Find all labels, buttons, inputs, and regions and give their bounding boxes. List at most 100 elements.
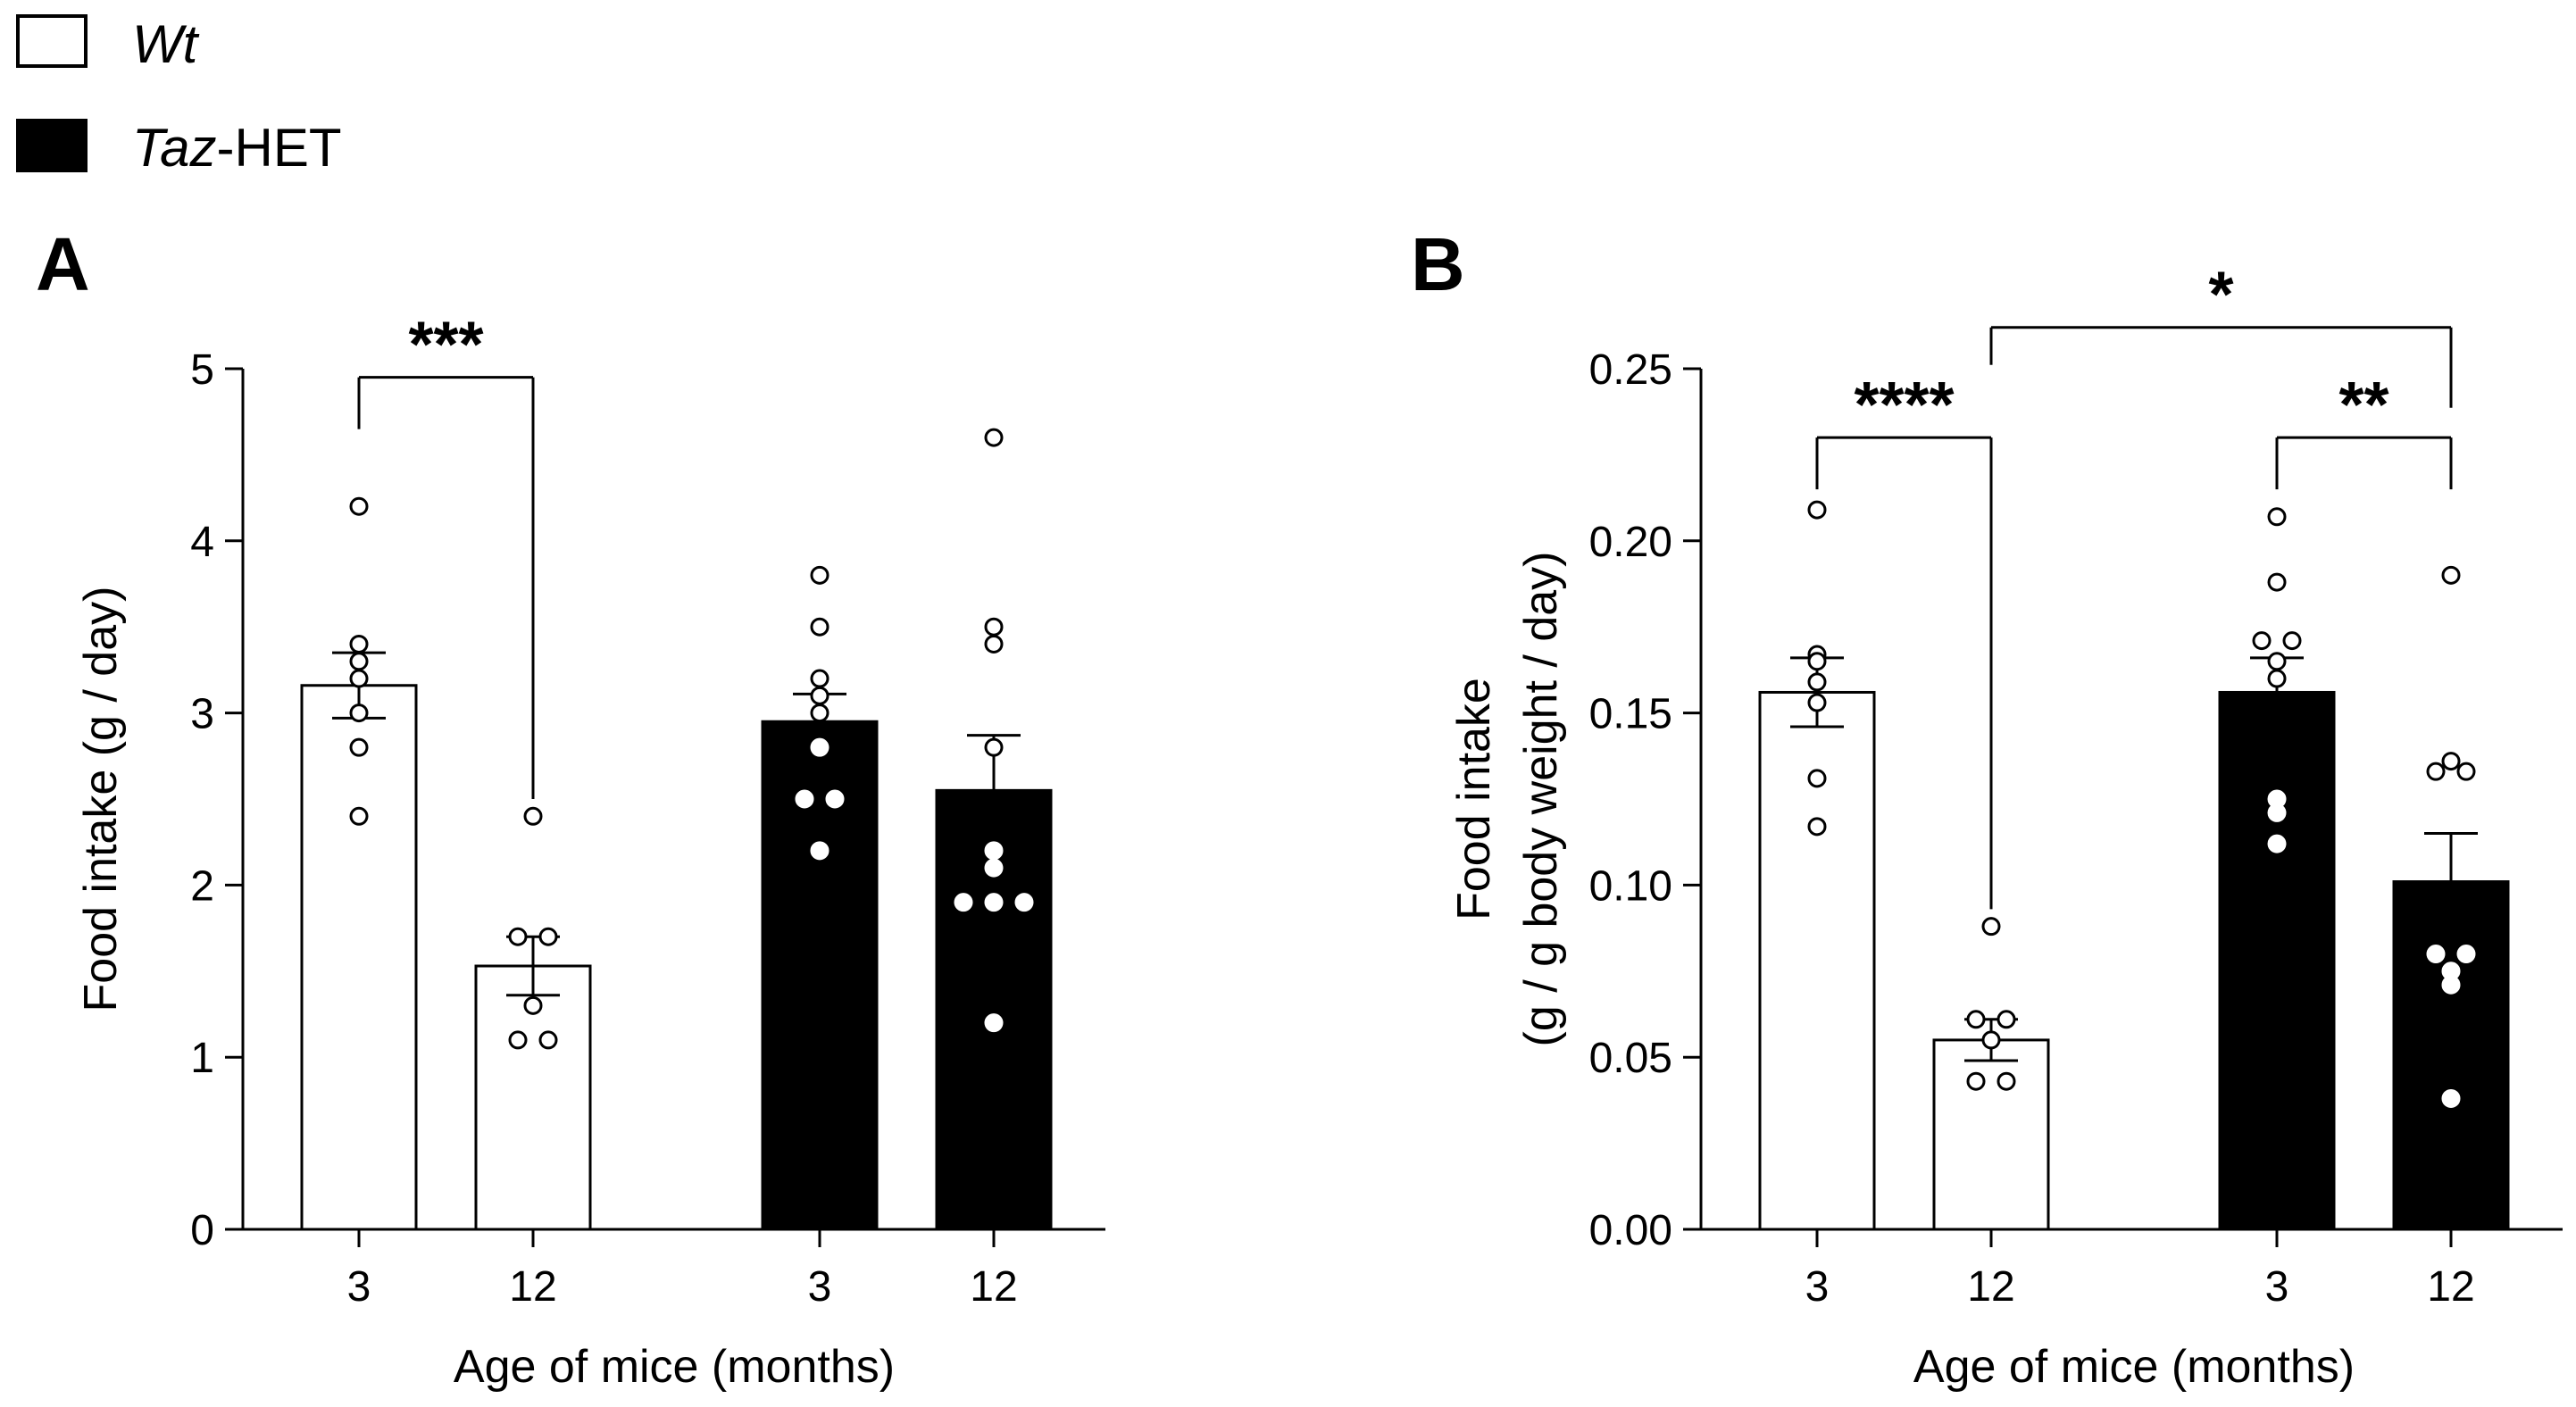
data-point — [349, 806, 369, 826]
data-point — [795, 789, 814, 809]
data-point — [1807, 817, 1827, 837]
legend-label-het-rest: -HET — [217, 118, 342, 178]
significance-label: *** — [408, 310, 483, 381]
y-tick-label: 0.00 — [1589, 1207, 1672, 1254]
data-point — [810, 669, 829, 688]
panel-letter-b: B — [1411, 222, 1465, 306]
panel-a-ylabel: Food intake (g / day) — [75, 587, 127, 1012]
x-tick-label: 12 — [509, 1263, 556, 1311]
y-tick-label: 5 — [190, 346, 214, 394]
data-point — [984, 617, 1004, 637]
data-point — [1981, 917, 2001, 937]
data-point — [2441, 565, 2461, 585]
data-point — [1807, 652, 1827, 671]
y-tick-label: 4 — [190, 519, 214, 566]
data-point — [2441, 1088, 2461, 1108]
legend-label-het: Taz-HET — [132, 118, 342, 178]
data-point — [2426, 945, 2446, 964]
y-tick-label: 0.05 — [1589, 1035, 1672, 1082]
y-tick-label: 3 — [190, 691, 214, 738]
data-point — [2267, 834, 2287, 853]
data-point — [349, 652, 369, 671]
y-tick-label: 2 — [190, 862, 214, 910]
data-point — [810, 737, 829, 757]
data-point — [810, 841, 829, 861]
bar — [2392, 880, 2510, 1231]
data-point — [2441, 752, 2461, 771]
data-point — [1966, 1010, 1986, 1029]
data-point — [2441, 975, 2461, 995]
data-point — [2282, 631, 2302, 651]
y-tick-label: 0.10 — [1589, 862, 1672, 910]
data-point — [1997, 1010, 2016, 1029]
data-point — [810, 686, 829, 705]
data-point — [508, 927, 528, 946]
data-point — [984, 858, 1004, 878]
legend-label-het-italic: Taz — [132, 118, 217, 178]
data-point — [2456, 945, 2476, 964]
x-tick-label: 3 — [2265, 1263, 2289, 1311]
y-axis-title: Food intake (g / day) — [75, 587, 127, 1012]
panel-b-xlabel: Age of mice (months) — [1913, 1341, 2355, 1393]
x-tick-label: 3 — [347, 1263, 371, 1311]
panel-b: B Food intake (g / g body weight / day) A… — [1411, 222, 2563, 1393]
data-point — [2267, 669, 2287, 688]
panel-b-ylabel: Food intake (g / g body weight / day) — [1448, 552, 1567, 1047]
data-point — [523, 806, 543, 826]
legend-label-wt: Wt — [132, 14, 200, 74]
data-point — [2252, 631, 2272, 651]
y-tick-label: 0.20 — [1589, 519, 1672, 566]
data-point — [349, 704, 369, 723]
data-point — [984, 634, 1004, 654]
panel-letter-a: A — [36, 222, 90, 306]
y-tick-label: 0.25 — [1589, 346, 1672, 394]
data-point — [2426, 762, 2446, 781]
data-point — [2267, 803, 2287, 822]
bar — [2218, 690, 2336, 1231]
data-point — [1807, 672, 1827, 692]
bar — [1932, 1038, 2050, 1231]
data-point — [1014, 893, 1034, 912]
data-point — [349, 634, 369, 654]
data-point — [1966, 1071, 1986, 1091]
x-tick-label: 3 — [808, 1263, 832, 1311]
significance-label: **** — [1854, 370, 1954, 441]
panel-a: A Food intake (g / day) Age of mice (mon… — [36, 222, 1105, 1393]
data-point — [538, 927, 558, 946]
data-point — [2456, 762, 2476, 781]
x-tick-label: 3 — [1805, 1263, 1830, 1311]
significance-label: * — [2208, 260, 2233, 331]
data-point — [1807, 500, 1827, 520]
data-point — [2267, 572, 2287, 592]
data-point — [984, 737, 1004, 757]
data-point — [810, 565, 829, 585]
data-point — [349, 737, 369, 757]
data-point — [954, 893, 973, 912]
data-point — [984, 1013, 1004, 1033]
data-point — [1981, 1030, 2001, 1050]
significance-label: ** — [2338, 370, 2388, 441]
x-tick-label: 12 — [970, 1263, 1017, 1311]
data-point — [1997, 1071, 2016, 1091]
data-point — [349, 496, 369, 516]
legend-swatch-het — [16, 119, 88, 172]
data-point — [984, 893, 1004, 912]
data-point — [984, 428, 1004, 447]
data-point — [984, 841, 1004, 861]
x-tick-label: 12 — [2427, 1263, 2474, 1311]
x-tick-label: 12 — [1967, 1263, 2014, 1311]
legend: Wt Taz-HET — [16, 14, 342, 178]
bar — [300, 684, 418, 1231]
data-point — [2267, 507, 2287, 527]
data-point — [508, 1030, 528, 1050]
data-point — [523, 995, 543, 1015]
y-tick-label: 0.15 — [1589, 691, 1672, 738]
y-axis-title: Food intake — [1448, 678, 1500, 920]
data-point — [349, 669, 369, 688]
data-point — [1807, 693, 1827, 712]
data-point — [538, 1030, 558, 1050]
data-point — [810, 617, 829, 637]
bar — [761, 720, 879, 1231]
data-point — [825, 789, 845, 809]
